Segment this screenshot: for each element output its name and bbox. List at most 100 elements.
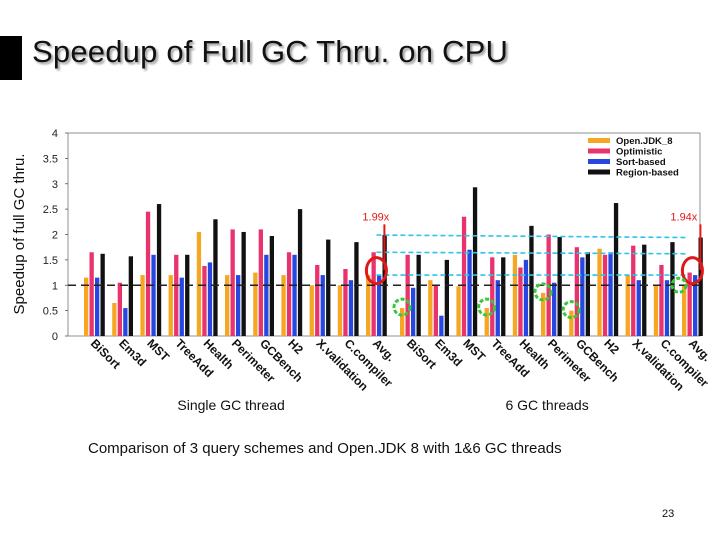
- bar: [269, 236, 274, 336]
- bar: [642, 244, 647, 336]
- bar: [377, 275, 382, 336]
- y-tick-label: 0.5: [43, 306, 58, 318]
- y-axis-label: Speedup of full GC thru.: [11, 154, 28, 315]
- bar: [258, 229, 263, 336]
- bar: [309, 285, 314, 336]
- legend-label: Open.JDK_8: [616, 136, 673, 147]
- bar: [112, 303, 117, 336]
- bar: [292, 254, 297, 336]
- bar: [337, 285, 343, 336]
- bar: [653, 285, 659, 336]
- bar: [597, 248, 602, 336]
- bar: [585, 252, 590, 336]
- bar: [196, 231, 202, 336]
- bar: [100, 253, 105, 336]
- legend-swatch: [588, 138, 610, 143]
- bar: [461, 216, 467, 336]
- bar: [664, 280, 670, 336]
- y-tick-label: 3.5: [43, 153, 58, 165]
- y-tick-label: 4: [52, 128, 58, 140]
- bar: [145, 211, 151, 336]
- bar: [213, 219, 218, 336]
- legend-swatch: [588, 148, 610, 154]
- bar: [523, 259, 529, 336]
- bar: [682, 285, 687, 336]
- bar: [128, 256, 133, 336]
- bar: [264, 254, 269, 336]
- bar: [320, 275, 325, 336]
- bar: [156, 204, 162, 336]
- group-label: 6 GC threads: [505, 397, 588, 413]
- bar: [371, 252, 376, 336]
- category-label: Em3d: [116, 336, 149, 369]
- bar: [467, 249, 472, 336]
- bar: [230, 229, 235, 336]
- bar: [140, 275, 145, 336]
- y-tick-label: 1: [52, 280, 58, 292]
- bar: [433, 285, 438, 336]
- bar: [495, 280, 500, 336]
- bar: [411, 287, 416, 336]
- green-highlight-circle: [561, 300, 581, 320]
- bar: [207, 262, 213, 336]
- bar: [659, 264, 664, 336]
- bar: [698, 237, 703, 336]
- category-label: BiSort: [404, 336, 439, 371]
- category-label: MST: [460, 336, 488, 364]
- bar: [354, 242, 359, 336]
- bar: [529, 225, 534, 336]
- speedup-bar-chart: 0 0.5 1 1.5 2 2.5 3 3.5 4 Speedup of full GC thru…: [11, 128, 714, 413]
- legend-label: Sort-based: [616, 157, 666, 168]
- bar: [315, 264, 320, 336]
- bar: [326, 239, 331, 336]
- category-label: H2: [601, 336, 622, 357]
- bar: [687, 272, 692, 336]
- bar: [490, 257, 495, 336]
- bar: [580, 257, 585, 336]
- group-label: Single GC thread: [177, 397, 284, 413]
- green-highlight-circle: [533, 282, 553, 302]
- comparison-line: [376, 251, 689, 255]
- bar: [241, 231, 246, 336]
- bar: [552, 282, 557, 336]
- bar: [400, 308, 405, 336]
- bar: [168, 275, 173, 336]
- legend-label: Optimistic: [616, 147, 662, 158]
- bar: [472, 187, 478, 336]
- bar: [117, 282, 122, 336]
- bar: [439, 315, 444, 336]
- bar: [348, 280, 354, 336]
- bar: [202, 265, 207, 336]
- bar: [366, 275, 371, 336]
- y-tick-label: 2.5: [43, 204, 58, 216]
- bar: [569, 310, 574, 336]
- legend-label: Region-based: [616, 168, 679, 179]
- y-tick-label: 3: [52, 179, 58, 191]
- category-label: H2: [285, 336, 306, 357]
- slide-title: Speedup of Full GC Thru. on CPU: [32, 34, 509, 69]
- y-tick-label: 0: [52, 331, 58, 343]
- bar: [123, 308, 128, 336]
- bar: [416, 254, 421, 336]
- bar: [225, 275, 230, 336]
- bar: [343, 269, 348, 336]
- bar: [631, 245, 636, 336]
- green-highlight-circle: [392, 297, 412, 317]
- bar: [456, 286, 461, 336]
- bar: [179, 277, 184, 336]
- category-label: BiSort: [88, 336, 123, 371]
- bar: [151, 254, 156, 336]
- bar: [84, 277, 89, 336]
- bar: [574, 247, 579, 336]
- bar: [518, 267, 523, 336]
- legend-swatch: [588, 159, 610, 164]
- bar: [636, 280, 641, 336]
- y-tick-label: 1.5: [43, 255, 58, 267]
- slide-caption: Comparison of 3 query schemes and Open.J…: [88, 440, 562, 457]
- red-highlight-circle: [364, 256, 388, 286]
- bar: [608, 252, 613, 336]
- title-accent-bar: [0, 36, 22, 80]
- bar: [693, 275, 698, 336]
- bar: [286, 252, 292, 336]
- bar: [484, 308, 489, 336]
